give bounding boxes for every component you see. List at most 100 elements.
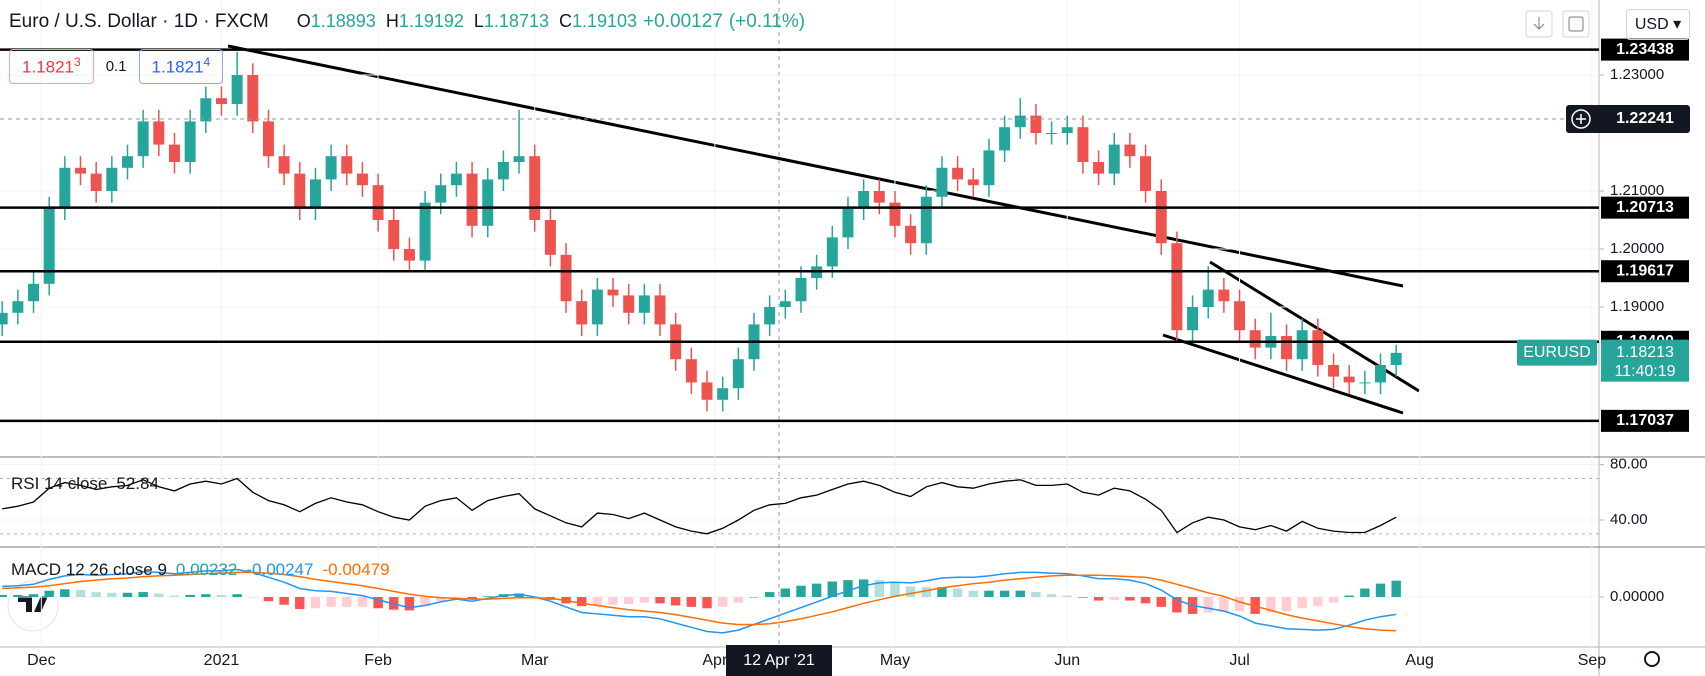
candle-body <box>1296 330 1308 360</box>
currency-button[interactable]: USD ▾ <box>1626 9 1690 40</box>
candle-body <box>341 156 353 174</box>
macd-histogram-bar <box>514 593 524 597</box>
candle-body <box>1046 132 1058 134</box>
ohlc-label: H <box>385 11 399 31</box>
rsi-legend: RSI 14 close 52.84 <box>11 474 159 494</box>
y-tick-label: 40.00 <box>1610 511 1648 528</box>
macd-histogram-bar <box>107 592 117 597</box>
macd-histogram-bar <box>279 597 289 605</box>
fullscreen-button[interactable] <box>1562 10 1590 38</box>
add-alert-icon[interactable] <box>1571 109 1591 129</box>
x-tick-label: Feb <box>364 652 392 669</box>
macd-histogram-bar <box>248 597 258 598</box>
buy-button[interactable]: 1.18214 <box>138 49 224 84</box>
candle-body <box>372 185 384 221</box>
ohlc-item: O1.18893 <box>297 11 376 32</box>
candle-body <box>858 191 870 209</box>
logo <box>18 596 48 612</box>
candle-body <box>466 173 478 226</box>
macd-histogram-bar <box>858 579 869 597</box>
sell-button[interactable]: 1.18213 <box>9 49 94 84</box>
level-tag <box>1601 260 1689 283</box>
macd-histogram-bar <box>91 592 101 597</box>
macd-histogram-bar <box>764 592 775 597</box>
ohlc-values: O1.18893 H1.19192 L1.18713 C1.19103 <box>297 11 637 32</box>
macd-histogram-bar <box>75 589 86 597</box>
candle-body <box>1171 243 1183 331</box>
ohlc-item: C1.19103 <box>559 11 637 32</box>
crosshair-price: 1.22241 <box>1616 110 1674 127</box>
crosshair-date-tag <box>726 645 832 676</box>
candle-body <box>12 301 24 313</box>
level-tag <box>1601 38 1689 61</box>
candle-body <box>262 121 274 157</box>
candle-body <box>278 156 290 174</box>
level-label: 1.19617 <box>1616 262 1674 279</box>
x-tick-label: Jul <box>1229 652 1249 669</box>
macd-histogram-bar <box>1203 597 1213 613</box>
candle-body <box>1108 144 1120 174</box>
last-price: 1.18213 <box>1616 344 1674 361</box>
quote-panel: 1.18213 0.1 1.18214 <box>9 49 224 84</box>
download-icon <box>1533 17 1545 30</box>
macd-histogram-bar <box>310 597 321 609</box>
macd-histogram-bar <box>1391 580 1401 597</box>
macd-histogram-bar <box>796 585 806 597</box>
candle-body <box>1124 144 1136 157</box>
macd-histogram-bar <box>1093 597 1104 601</box>
macd-histogram-bar <box>1078 597 1088 598</box>
candle-body <box>1375 365 1386 383</box>
macd-histogram-bar <box>1125 597 1135 601</box>
candle-body <box>435 185 447 203</box>
candle-body <box>685 359 697 383</box>
candle-body <box>764 307 776 325</box>
candle-body <box>137 121 149 157</box>
candle-body <box>43 208 55 284</box>
fullscreen-icon <box>1568 16 1584 32</box>
ohlc-label: C <box>558 11 572 31</box>
change-percent: (+0.11%) <box>728 11 806 32</box>
level-tag <box>1601 409 1689 432</box>
macd-histogram-bar <box>1219 597 1229 612</box>
spread: 0.1 <box>105 57 127 75</box>
macd-histogram-bar <box>1172 597 1182 613</box>
candle-body <box>497 162 509 180</box>
candle-body <box>1014 115 1026 128</box>
candle-body <box>1281 336 1293 360</box>
macd-histogram-bar <box>1375 583 1386 597</box>
macd-histogram-bar <box>232 594 242 597</box>
candle-body <box>889 202 901 226</box>
x-tick-label: Mar <box>521 652 549 669</box>
ohlc-value: 1.19192 <box>398 11 464 31</box>
level-label: 1.17037 <box>1616 412 1674 429</box>
trend-line <box>227 44 1404 288</box>
macd-histogram-bar <box>342 597 352 607</box>
macd-histogram-bar <box>905 586 916 597</box>
candle-body <box>294 173 306 209</box>
candle-body <box>1343 376 1355 383</box>
settings-icon[interactable] <box>1644 651 1660 667</box>
candle-body <box>544 220 556 255</box>
candle-body <box>1218 289 1230 302</box>
candle-body <box>1030 115 1042 133</box>
macd-histogram-bar <box>404 597 415 611</box>
macd-histogram-bar <box>169 595 180 597</box>
y-tick-label: 1.19000 <box>1610 298 1664 315</box>
macd-histogram-bar <box>686 597 697 607</box>
macd-histogram-bar <box>1156 597 1166 607</box>
y-tick-label: 1.21000 <box>1610 182 1664 199</box>
macd-histogram-bar <box>326 597 336 607</box>
macd-histogram-bar <box>1328 597 1339 603</box>
ohlc-item: L1.18713 <box>474 11 549 32</box>
macd-histogram-bar <box>1313 597 1323 607</box>
macd-histogram-bar <box>201 594 211 597</box>
candle-body <box>638 295 650 313</box>
macd-histogram-bar <box>639 597 650 603</box>
candle-body <box>169 144 180 163</box>
macd-histogram-bar <box>1281 597 1292 612</box>
rsi-title: RSI 14 close <box>11 474 108 493</box>
candle-body <box>59 167 71 209</box>
candle-body <box>826 237 838 267</box>
